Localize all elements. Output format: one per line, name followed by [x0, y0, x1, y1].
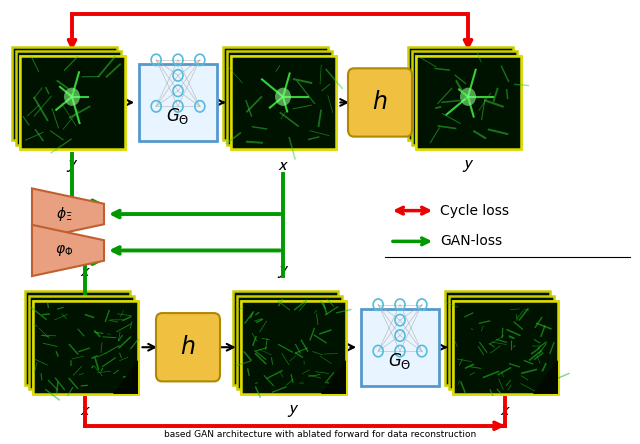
Bar: [230, 56, 335, 149]
Polygon shape: [113, 360, 138, 394]
FancyBboxPatch shape: [348, 68, 412, 137]
Text: based GAN architecture with ablated forward for data reconstruction: based GAN architecture with ablated forw…: [164, 430, 476, 440]
Text: $\phi_{\Xi}$: $\phi_{\Xi}$: [56, 205, 73, 223]
Bar: [241, 301, 346, 394]
Text: $\mathcal{y}$: $\mathcal{y}$: [287, 401, 300, 419]
Bar: [19, 56, 125, 149]
Text: $\varphi_{\Phi}$: $\varphi_{\Phi}$: [55, 243, 74, 258]
Bar: [227, 51, 332, 145]
Polygon shape: [32, 188, 104, 240]
Bar: [19, 56, 125, 149]
Text: $\mathcal{x}$: $\mathcal{x}$: [79, 401, 91, 419]
Text: GAN-loss: GAN-loss: [440, 234, 502, 248]
Bar: [33, 301, 138, 394]
Text: $\mathcal{y}$: $\mathcal{y}$: [276, 262, 289, 280]
Polygon shape: [321, 360, 346, 394]
Text: $h$: $h$: [372, 91, 388, 115]
Text: Cycle loss: Cycle loss: [440, 204, 509, 218]
Bar: [452, 301, 557, 394]
Text: $G_{\Theta}$: $G_{\Theta}$: [166, 107, 189, 127]
Bar: [415, 56, 520, 149]
Bar: [230, 56, 335, 149]
Bar: [29, 296, 134, 389]
Text: $h$: $h$: [180, 335, 196, 359]
Text: $\mathcal{x}$: $\mathcal{x}$: [499, 401, 511, 419]
Bar: [24, 291, 129, 385]
Circle shape: [275, 87, 291, 106]
Bar: [241, 301, 346, 394]
Bar: [449, 296, 554, 389]
Bar: [412, 51, 516, 145]
Bar: [361, 309, 439, 386]
Bar: [223, 47, 328, 140]
Text: $\mathcal{y}$: $\mathcal{y}$: [66, 156, 78, 174]
Bar: [415, 56, 520, 149]
Polygon shape: [32, 225, 104, 276]
Circle shape: [460, 87, 476, 106]
Text: $G_{\Theta}$: $G_{\Theta}$: [388, 351, 412, 371]
Text: $\mathcal{x}$: $\mathcal{x}$: [277, 156, 289, 174]
FancyBboxPatch shape: [156, 313, 220, 381]
Bar: [139, 64, 217, 141]
Bar: [408, 47, 513, 140]
Bar: [12, 47, 116, 140]
Bar: [452, 301, 557, 394]
Polygon shape: [532, 360, 557, 394]
Bar: [33, 301, 138, 394]
Bar: [232, 291, 337, 385]
Bar: [237, 296, 342, 389]
Circle shape: [64, 87, 80, 106]
Bar: [445, 291, 550, 385]
Bar: [15, 51, 120, 145]
Text: $\mathcal{y}$: $\mathcal{y}$: [461, 156, 474, 174]
Text: $\mathcal{x}$: $\mathcal{x}$: [79, 262, 91, 280]
